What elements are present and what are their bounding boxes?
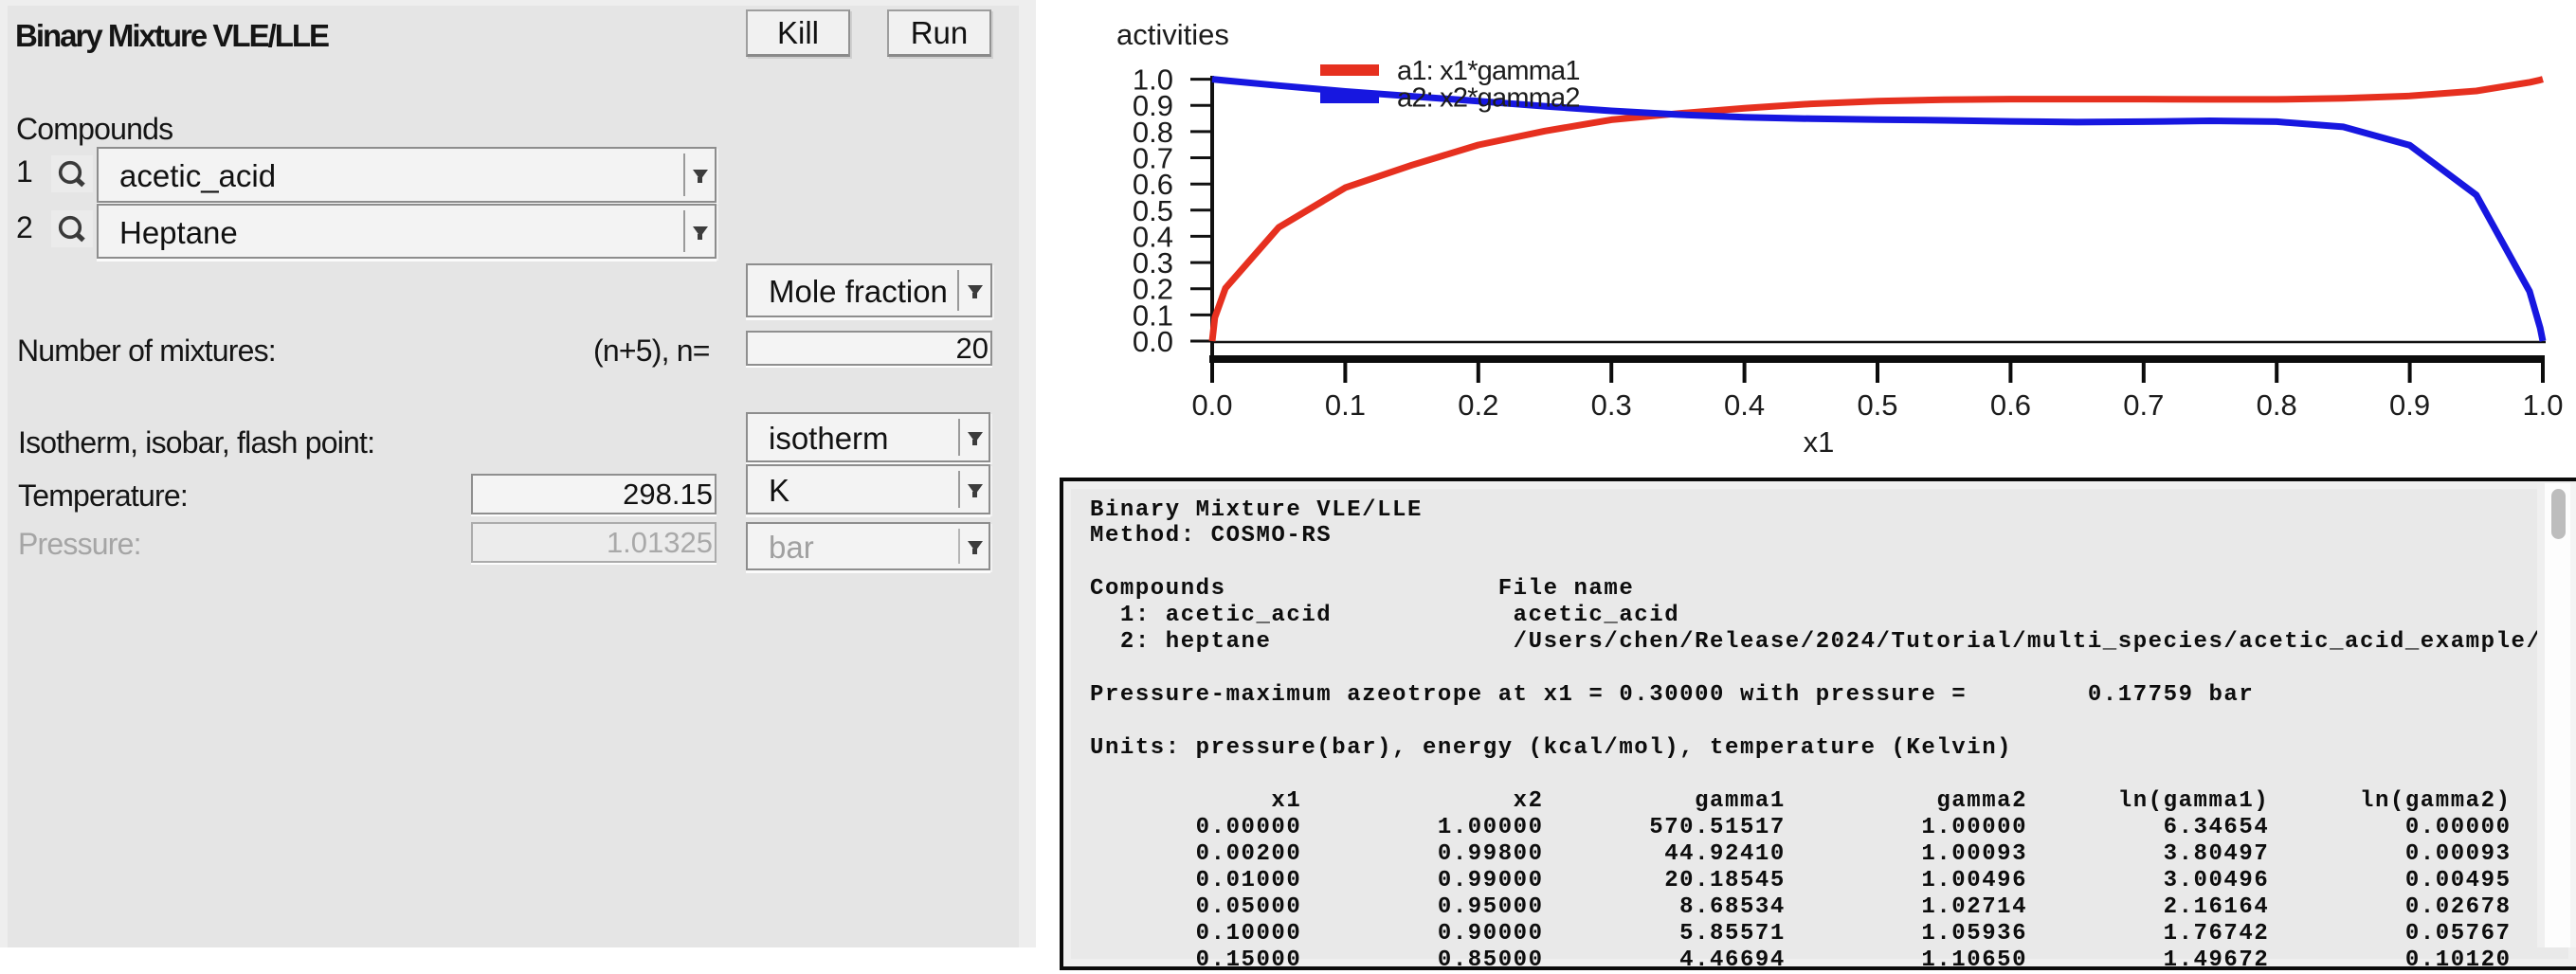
svg-text:0.3: 0.3: [1591, 388, 1632, 422]
svg-text:0.6: 0.6: [1133, 168, 1173, 201]
svg-text:0.0: 0.0: [1191, 388, 1232, 422]
svg-text:activities: activities: [1116, 18, 1229, 51]
svg-text:0.8: 0.8: [1133, 116, 1173, 149]
svg-text:a2: x2*gamma2: a2: x2*gamma2: [1397, 83, 1580, 114]
svg-text:1.0: 1.0: [1133, 63, 1173, 97]
svg-text:x1: x1: [1804, 425, 1835, 459]
svg-text:0.0: 0.0: [1133, 325, 1173, 358]
svg-text:0.5: 0.5: [1857, 388, 1897, 422]
svg-text:0.1: 0.1: [1325, 388, 1366, 422]
svg-text:0.4: 0.4: [1724, 388, 1765, 422]
svg-text:0.9: 0.9: [1133, 89, 1173, 122]
svg-text:0.2: 0.2: [1458, 388, 1498, 422]
svg-text:0.8: 0.8: [2257, 388, 2297, 422]
svg-text:0.6: 0.6: [1990, 388, 2031, 422]
svg-text:0.1: 0.1: [1133, 298, 1173, 332]
svg-text:0.7: 0.7: [1133, 142, 1173, 175]
svg-text:a1: x1*gamma1: a1: x1*gamma1: [1397, 56, 1580, 86]
svg-text:0.5: 0.5: [1133, 194, 1173, 227]
svg-text:0.2: 0.2: [1133, 273, 1173, 306]
svg-text:0.4: 0.4: [1133, 220, 1173, 253]
svg-text:0.3: 0.3: [1133, 246, 1173, 280]
svg-text:0.7: 0.7: [2123, 388, 2164, 422]
svg-text:1.0: 1.0: [2522, 388, 2563, 422]
svg-text:0.9: 0.9: [2389, 388, 2430, 422]
